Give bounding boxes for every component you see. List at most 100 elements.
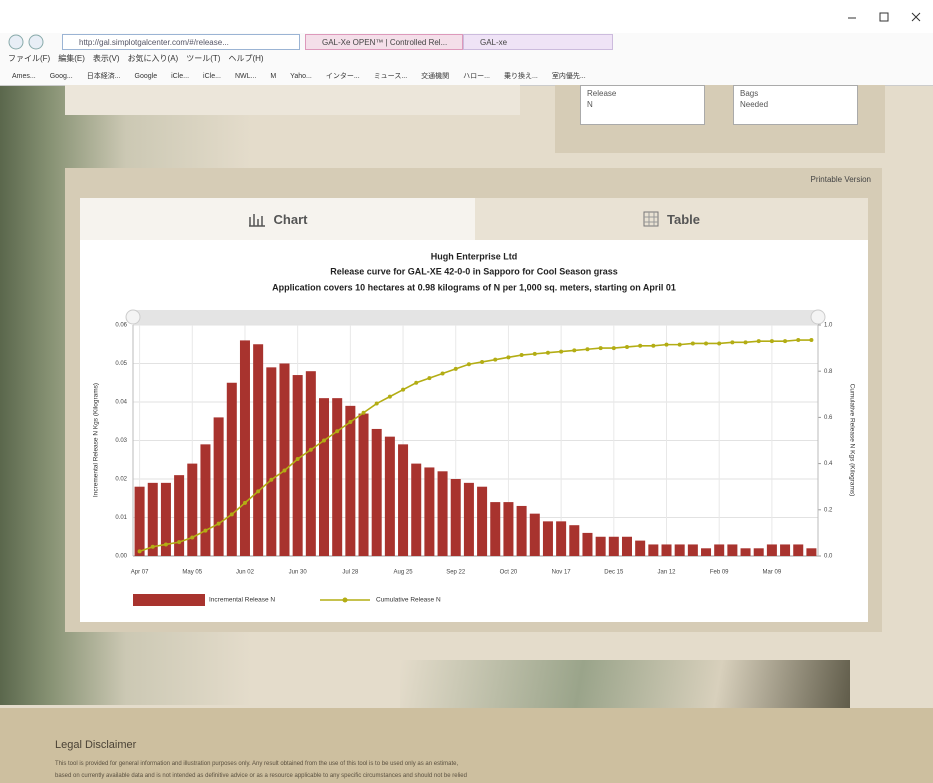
browser-tab[interactable]: GAL-xe [463,34,613,50]
x-tick-label: Feb 09 [710,570,729,576]
bar [741,548,751,556]
x-tick-label: Mar 09 [763,570,782,576]
bar [359,414,369,556]
line-point [757,339,761,343]
line-point [230,512,234,516]
tab-label[interactable]: Table [667,212,700,227]
back-button[interactable] [9,35,23,49]
legend-label: Cumulative Release N [376,597,441,604]
legend-swatch [133,594,205,606]
title-bar [0,0,933,33]
chart-tab[interactable]: Chart [80,198,475,240]
bar [793,544,803,556]
bar [490,502,500,556]
line-point [533,352,537,356]
close-icon[interactable] [912,13,920,21]
bar [517,506,527,556]
x-tick-label: Jul 28 [342,570,359,576]
browser-tab[interactable]: GAL-Xe OPEN™ | Controlled Rel... [305,34,463,50]
bar [385,437,395,556]
bar [635,541,645,556]
range-slider[interactable] [133,310,818,325]
y2-tick-label: 0.0 [824,554,833,560]
favorite-link[interactable]: iCle... [203,69,221,84]
line-point [770,339,774,343]
y-tick-label: 0.02 [115,477,127,483]
summary-strip [65,85,520,115]
menu-item[interactable]: ファイル(F) [8,51,50,67]
bar [398,444,408,556]
line-point [730,340,734,344]
line-point [625,345,629,349]
bar [622,537,632,556]
printable-text[interactable]: Printable Version [811,175,871,184]
slider-handle[interactable] [811,310,825,324]
bar [424,467,434,556]
line-point [414,381,418,385]
summary-label: Release [587,88,698,99]
table-icon [643,211,659,227]
favorite-link[interactable]: 日本経済... [87,69,121,84]
menu-item[interactable]: ツール(T) [186,51,220,67]
favorite-link[interactable]: 交通機関 [421,69,449,84]
bar [345,406,355,556]
favorite-link[interactable]: ハロー... [463,69,490,84]
slider-handle[interactable] [126,310,140,324]
menu-bar: ファイル(F) 編集(E) 表示(V) お気に入り(A) ツール(T) ヘルプ(H) [8,51,264,67]
forward-button[interactable] [29,35,43,49]
line-point [559,350,563,354]
table-tab[interactable]: Table [475,198,868,240]
x-tick-label: Nov 17 [552,570,572,576]
footer-text: This tool is provided for general inform… [55,761,458,767]
bar [227,383,237,556]
line-point [375,402,379,406]
bar [266,367,276,556]
favorite-link[interactable]: Google [135,69,158,84]
menu-item[interactable]: ヘルプ(H) [228,51,263,67]
line-point [138,549,142,553]
bar [530,514,540,556]
bar [372,429,382,556]
y-tick-label: 0.06 [115,323,127,329]
favorite-link[interactable]: iCle... [171,69,189,84]
favorite-link[interactable]: Ames... [12,69,36,84]
favorite-link[interactable]: Goog... [50,69,73,84]
bar [279,364,289,557]
line-point [217,522,221,526]
bar [135,487,145,556]
menu-item[interactable]: 編集(E) [58,51,85,67]
summary-box: Release N [580,85,705,125]
favorite-link[interactable]: ミュース... [374,69,407,84]
favorite-link[interactable]: Yaho... [290,69,312,84]
favorite-link[interactable]: NWL... [235,69,256,84]
bar [701,548,711,556]
summary-label: Needed [740,99,851,110]
tab-label[interactable]: Chart [274,212,308,227]
y2-tick-label: 0.8 [824,369,833,375]
y2-tick-label: 1.0 [824,323,833,329]
line-point [256,489,260,493]
favorite-link[interactable]: 乗り換え... [504,69,538,84]
chart-title: Hugh Enterprise Ltd [431,251,518,261]
printable-link[interactable]: Printable Version [811,175,871,184]
menu-item[interactable]: 表示(V) [93,51,120,67]
bar [675,544,685,556]
maximize-icon[interactable] [880,13,888,21]
line-point [783,339,787,343]
line-point [638,344,642,348]
address-bar[interactable]: http://gal.simplotgalcenter.com/#/releas… [62,34,300,50]
bar [200,444,210,556]
bar [609,537,619,556]
favorite-link[interactable]: M [270,69,276,84]
line-point [388,395,392,399]
favorite-link[interactable]: 室内優先... [552,69,586,84]
menu-item[interactable]: お気に入り(A) [128,51,179,67]
x-tick-label: Oct 20 [500,570,518,576]
bar [293,375,303,556]
line-point [809,338,813,342]
y2-tick-label: 0.6 [824,415,833,421]
bar [214,417,224,556]
bar [503,502,513,556]
favorite-link[interactable]: インター... [326,69,360,84]
line-point [506,355,510,359]
